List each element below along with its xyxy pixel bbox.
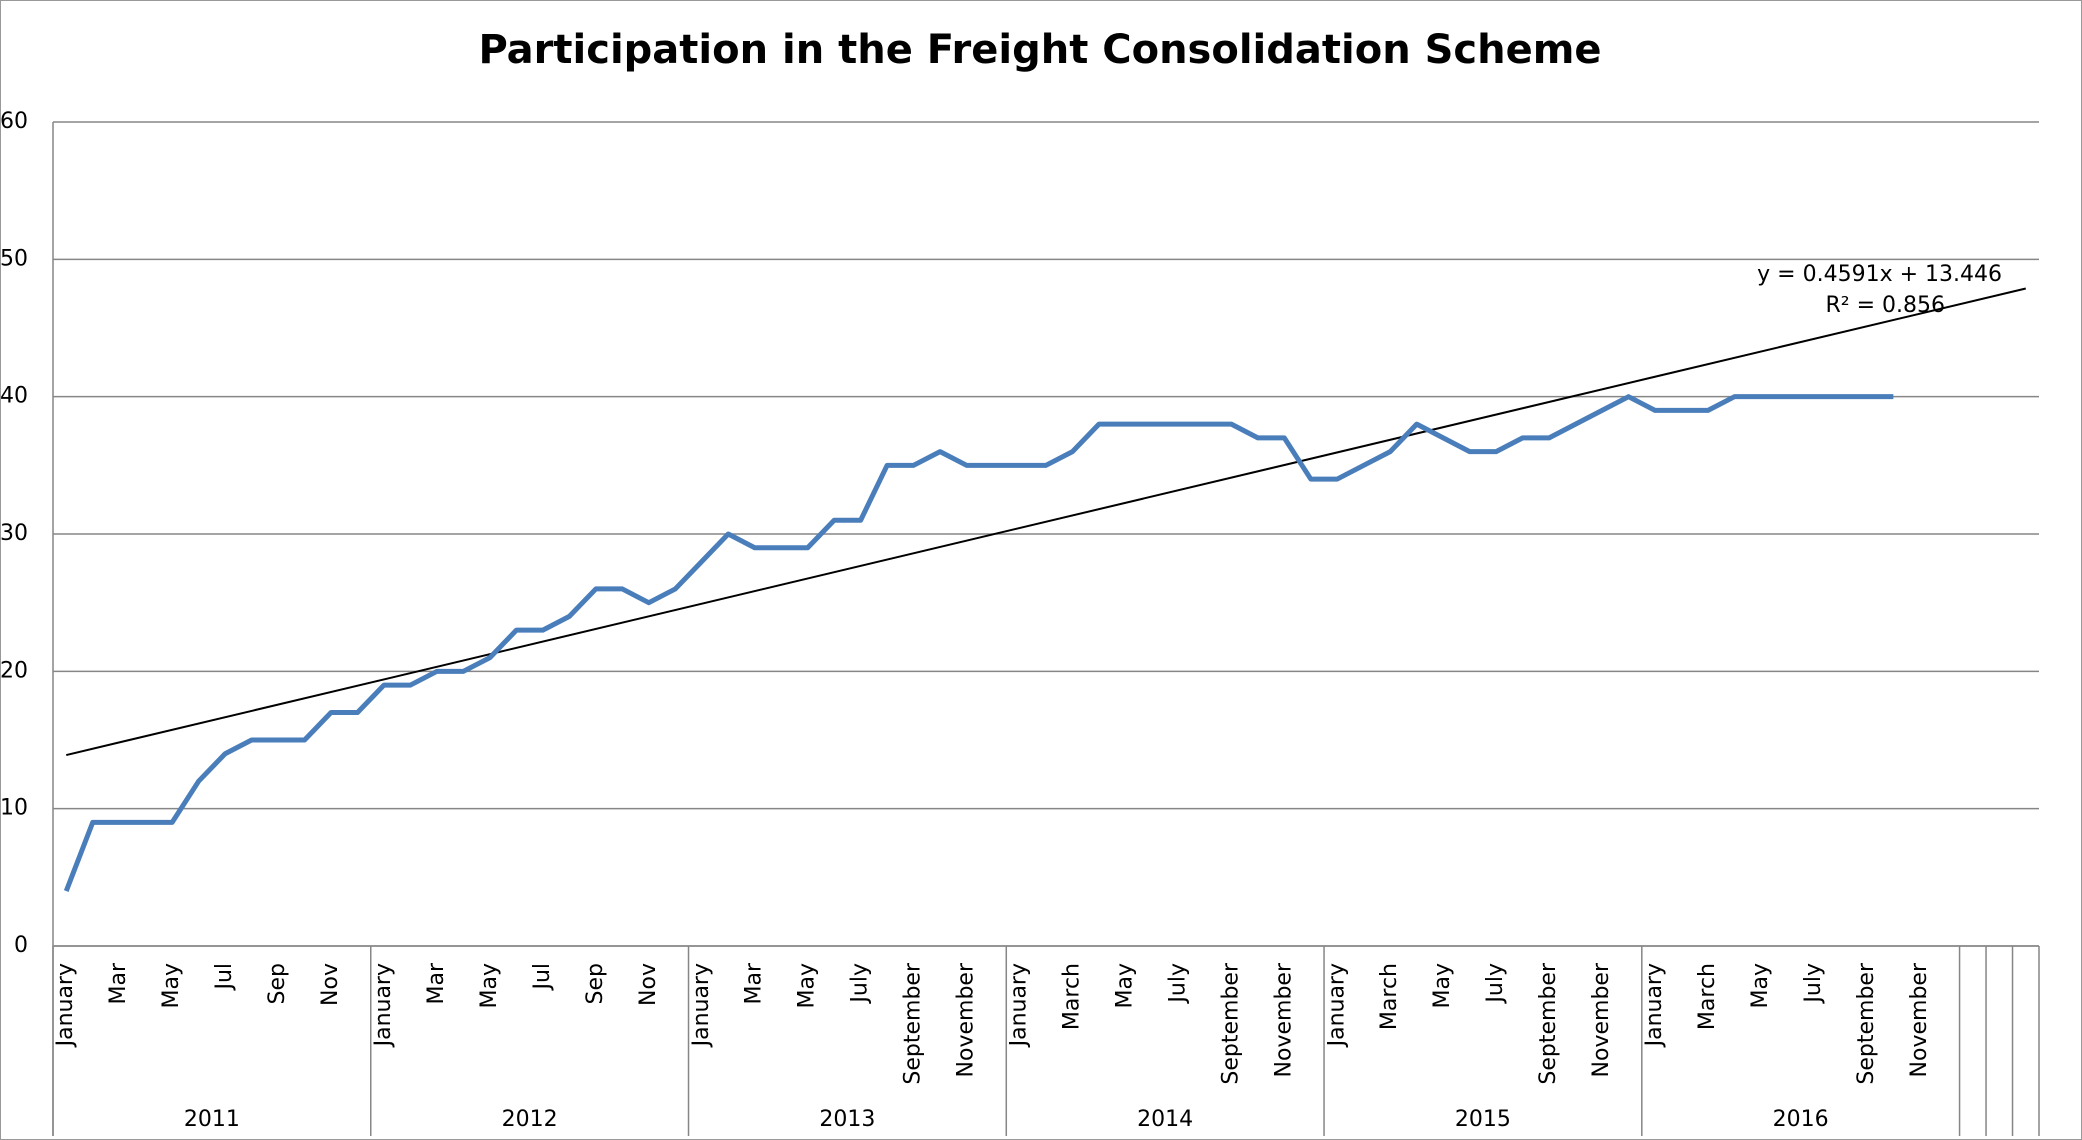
- x-tick-label: Nov: [318, 963, 343, 1006]
- x-tick-label: November: [1907, 962, 1932, 1077]
- y-tick-label: 20: [0, 658, 28, 683]
- x-tick-label: May: [1748, 963, 1773, 1008]
- x-tick-label: May: [477, 963, 502, 1008]
- x-tick-label: January: [1642, 963, 1667, 1048]
- x-tick-label: September: [1218, 962, 1243, 1085]
- x-tick-label: March: [1377, 963, 1402, 1030]
- x-tick-label: November: [954, 962, 979, 1077]
- x-tick-label: January: [1007, 963, 1032, 1048]
- y-tick-label: 10: [0, 796, 28, 821]
- trendline: [66, 287, 2026, 757]
- x-tick-label: May: [1430, 963, 1455, 1008]
- x-group-label: 2013: [819, 1107, 875, 1132]
- x-tick-label: January: [53, 963, 78, 1048]
- x-tick-label: Sep: [265, 963, 290, 1004]
- x-group-label: 2016: [1773, 1107, 1829, 1132]
- x-tick-label: March: [1695, 963, 1720, 1030]
- x-tick-label: January: [371, 963, 396, 1048]
- x-tick-label: Jul: [530, 963, 555, 992]
- x-tick-label: Nov: [636, 963, 661, 1006]
- x-tick-label: November: [1589, 962, 1614, 1077]
- x-tick-label: September: [901, 962, 926, 1085]
- x-tick-label: May: [1112, 963, 1137, 1008]
- x-tick-label: September: [1854, 962, 1879, 1085]
- chart-title: Participation in the Freight Consolidati…: [478, 27, 1601, 73]
- x-group-label: 2014: [1137, 1107, 1193, 1132]
- x-tick-label: September: [1536, 962, 1561, 1085]
- x-tick-label: Sep: [583, 963, 608, 1004]
- x-tick-label: January: [689, 963, 714, 1048]
- y-tick-label: 30: [0, 521, 28, 546]
- x-tick-label: Mar: [742, 962, 767, 1004]
- trendline-r2: R² = 0.856: [1825, 293, 1945, 318]
- x-group-label: 2012: [502, 1107, 558, 1132]
- x-group-label: 2011: [184, 1107, 240, 1132]
- trendline-equation: y = 0.4591x + 13.446: [1757, 262, 2002, 287]
- x-tick-label: November: [1271, 962, 1296, 1077]
- y-tick-label: 60: [0, 109, 28, 134]
- x-tick-label: Mar: [424, 962, 449, 1004]
- x-tick-label: May: [795, 963, 820, 1008]
- x-tick-label: January: [1324, 963, 1349, 1048]
- x-tick-label: July: [1165, 963, 1190, 1005]
- x-group-label: 2015: [1455, 1107, 1511, 1132]
- x-tick-label: July: [1483, 963, 1508, 1005]
- x-tick-label: July: [1801, 963, 1826, 1005]
- y-tick-label: 0: [14, 933, 28, 958]
- series-line: [63, 394, 1894, 892]
- x-tick-label: July: [848, 963, 873, 1005]
- x-tick-label: Mar: [106, 962, 131, 1004]
- x-tick-label: March: [1059, 963, 1084, 1030]
- y-tick-label: 40: [0, 384, 28, 409]
- x-tick-label: Jul: [212, 963, 237, 992]
- x-tick-label: May: [159, 963, 184, 1008]
- y-tick-label: 50: [0, 246, 28, 271]
